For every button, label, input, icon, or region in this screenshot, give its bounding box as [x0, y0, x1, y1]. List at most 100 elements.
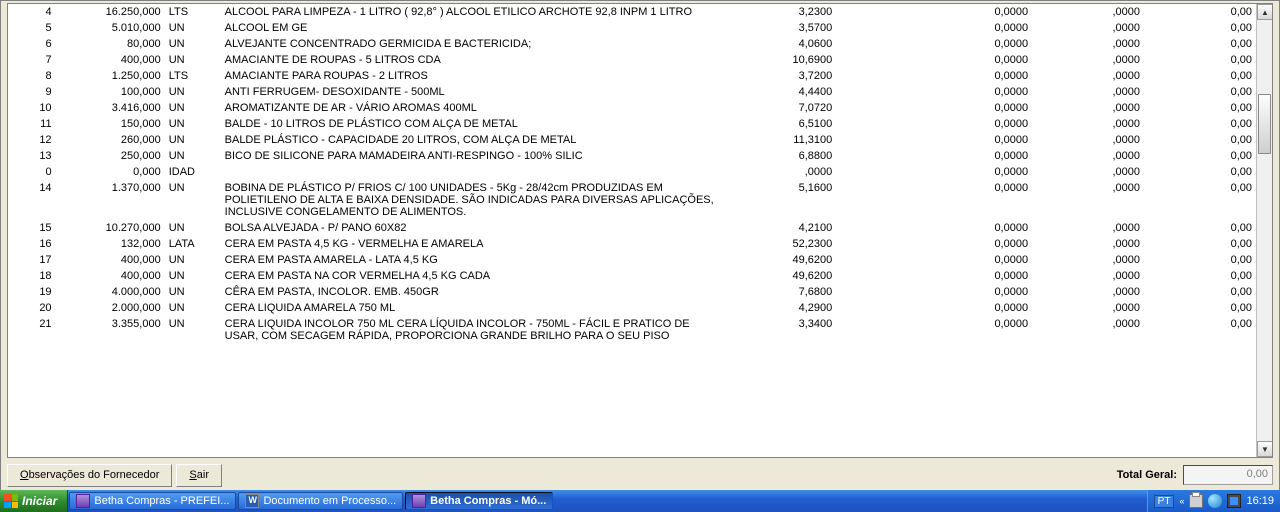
- table-row[interactable]: 17400,000UNCERA EM PASTA AMARELA - LATA …: [8, 252, 1256, 268]
- taskbar-item[interactable]: Betha Compras - PREFEI...: [69, 492, 236, 510]
- cell-description: ANTI FERRUGEM- DESOXIDANTE - 500ML: [221, 84, 725, 100]
- cell-item-number: 11: [8, 116, 56, 132]
- table-row[interactable]: 11150,000UNBALDE - 10 LITROS DE PLÁSTICO…: [8, 116, 1256, 132]
- cell-value-2: 0,0000: [836, 220, 1032, 236]
- cell-value-1: 7,6800: [724, 284, 836, 300]
- cell-value-2: 0,0000: [836, 52, 1032, 68]
- taskbar-item[interactable]: Betha Compras - Mó...: [405, 492, 553, 510]
- exit-button[interactable]: Sair: [176, 464, 222, 487]
- table-row[interactable]: 18400,000UNCERA EM PASTA NA COR VERMELHA…: [8, 268, 1256, 284]
- cell-quantity: 3.355,000: [56, 316, 165, 344]
- cell-value-1: 6,8800: [724, 148, 836, 164]
- cell-value-2: 0,0000: [836, 20, 1032, 36]
- table-row[interactable]: 202.000,000UNCERA LIQUIDA AMARELA 750 ML…: [8, 300, 1256, 316]
- cell-description: ALCOOL EM GE: [221, 20, 725, 36]
- cell-value-4: 0,00: [1144, 252, 1256, 268]
- printer-icon[interactable]: [1189, 494, 1203, 508]
- table-row[interactable]: 12260,000UNBALDE PLÁSTICO - CAPACIDADE 2…: [8, 132, 1256, 148]
- start-button[interactable]: Iniciar: [0, 490, 68, 512]
- cell-quantity: 1.370,000: [56, 180, 165, 220]
- scroll-down-button[interactable]: ▼: [1257, 441, 1273, 457]
- table-row[interactable]: 9100,000UNANTI FERRUGEM- DESOXIDANTE - 5…: [8, 84, 1256, 100]
- table-row[interactable]: 16132,000LATACERA EM PASTA 4,5 KG - VERM…: [8, 236, 1256, 252]
- clock[interactable]: 16:19: [1246, 495, 1274, 507]
- table-row[interactable]: 55.010,000UNALCOOL EM GE3,57000,0000,000…: [8, 20, 1256, 36]
- cell-value-3: ,0000: [1032, 20, 1144, 36]
- cell-unit: UN: [165, 36, 221, 52]
- table-row[interactable]: 416.250,000LTSALCOOL PARA LIMPEZA - 1 LI…: [8, 4, 1256, 20]
- cell-value-2: 0,0000: [836, 132, 1032, 148]
- cell-quantity: 4.000,000: [56, 284, 165, 300]
- table-row[interactable]: 7400,000UNAMACIANTE DE ROUPAS - 5 LITROS…: [8, 52, 1256, 68]
- cell-value-3: ,0000: [1032, 164, 1144, 180]
- cell-quantity: 80,000: [56, 36, 165, 52]
- cell-description: AROMATIZANTE DE AR - VÁRIO AROMAS 400ML: [221, 100, 725, 116]
- cell-value-4: 0,00: [1144, 148, 1256, 164]
- cell-value-4: 0,00: [1144, 68, 1256, 84]
- tray-expand-icon[interactable]: «: [1179, 496, 1184, 506]
- cell-item-number: 8: [8, 68, 56, 84]
- cell-value-3: ,0000: [1032, 220, 1144, 236]
- cell-item-number: 16: [8, 236, 56, 252]
- cell-item-number: 5: [8, 20, 56, 36]
- table-row[interactable]: 680,000UNALVEJANTE CONCENTRADO GERMICIDA…: [8, 36, 1256, 52]
- cell-item-number: 0: [8, 164, 56, 180]
- cell-description: CERA EM PASTA 4,5 KG - VERMELHA E AMAREL…: [221, 236, 725, 252]
- language-indicator[interactable]: PT: [1154, 495, 1175, 508]
- cell-value-3: ,0000: [1032, 116, 1144, 132]
- cell-value-2: 0,0000: [836, 316, 1032, 344]
- network-icon[interactable]: [1208, 494, 1222, 508]
- table-row[interactable]: 1510.270,000UNBOLSA ALVEJADA - P/ PANO 6…: [8, 220, 1256, 236]
- cell-value-3: ,0000: [1032, 36, 1144, 52]
- cell-value-3: ,0000: [1032, 100, 1144, 116]
- cell-value-1: 52,2300: [724, 236, 836, 252]
- cell-item-number: 4: [8, 4, 56, 20]
- display-icon[interactable]: [1227, 494, 1241, 508]
- cell-value-1: 11,3100: [724, 132, 836, 148]
- cell-unit: UN: [165, 116, 221, 132]
- scroll-up-button[interactable]: ▲: [1257, 4, 1273, 20]
- taskbar-app-icon: [245, 494, 259, 508]
- cell-value-1: 6,5100: [724, 116, 836, 132]
- button-label: bservações do Fornecedor: [29, 469, 160, 481]
- vertical-scrollbar[interactable]: ▲ ▼: [1256, 4, 1272, 457]
- cell-unit: UN: [165, 84, 221, 100]
- items-table-container: 416.250,000LTSALCOOL PARA LIMPEZA - 1 LI…: [7, 3, 1273, 458]
- button-label: air: [197, 469, 209, 481]
- cell-value-4: 0,00: [1144, 220, 1256, 236]
- cell-value-1: ,0000: [724, 164, 836, 180]
- cell-item-number: 19: [8, 284, 56, 300]
- cell-value-3: ,0000: [1032, 236, 1144, 252]
- table-row[interactable]: 194.000,000UNCÊRA EM PASTA, INCOLOR. EMB…: [8, 284, 1256, 300]
- cell-value-3: ,0000: [1032, 268, 1144, 284]
- cell-value-4: 0,00: [1144, 180, 1256, 220]
- table-row[interactable]: 103.416,000UNAROMATIZANTE DE AR - VÁRIO …: [8, 100, 1256, 116]
- cell-value-1: 4,2900: [724, 300, 836, 316]
- cell-value-4: 0,00: [1144, 132, 1256, 148]
- cell-value-4: 0,00: [1144, 236, 1256, 252]
- cell-value-3: ,0000: [1032, 300, 1144, 316]
- cell-value-4: 0,00: [1144, 52, 1256, 68]
- cell-unit: UN: [165, 268, 221, 284]
- cell-item-number: 6: [8, 36, 56, 52]
- cell-item-number: 17: [8, 252, 56, 268]
- cell-item-number: 10: [8, 100, 56, 116]
- total-label: Total Geral:: [1117, 469, 1177, 481]
- taskbar-item[interactable]: Documento em Processo...: [238, 492, 403, 510]
- supplier-notes-button[interactable]: Observações do Fornecedor: [7, 464, 172, 487]
- table-row[interactable]: 13250,000UNBICO DE SILICONE PARA MAMADEI…: [8, 148, 1256, 164]
- cell-value-2: 0,0000: [836, 4, 1032, 20]
- table-row[interactable]: 00,000IDAD,00000,0000,00000,00: [8, 164, 1256, 180]
- cell-item-number: 7: [8, 52, 56, 68]
- system-tray: PT « 16:19: [1147, 490, 1280, 512]
- scroll-thumb[interactable]: [1258, 94, 1271, 154]
- table-row[interactable]: 141.370,000UNBOBINA DE PLÁSTICO P/ FRIOS…: [8, 180, 1256, 220]
- cell-description: BOLSA ALVEJADA - P/ PANO 60X82: [221, 220, 725, 236]
- taskbar: Iniciar Betha Compras - PREFEI...Documen…: [0, 490, 1280, 512]
- cell-value-4: 0,00: [1144, 316, 1256, 344]
- table-row[interactable]: 81.250,000LTSAMACIANTE PARA ROUPAS - 2 L…: [8, 68, 1256, 84]
- cell-unit: LTS: [165, 68, 221, 84]
- cell-value-1: 4,0600: [724, 36, 836, 52]
- table-row[interactable]: 213.355,000UNCERA LIQUIDA INCOLOR 750 ML…: [8, 316, 1256, 344]
- button-accel: S: [189, 469, 196, 481]
